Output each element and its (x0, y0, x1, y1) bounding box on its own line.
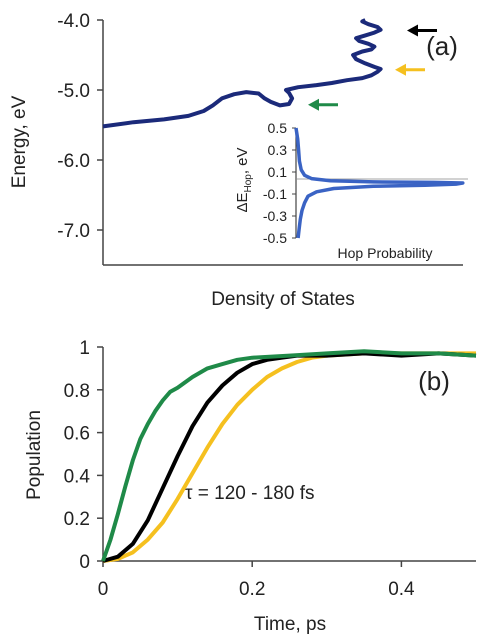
hop-probability-curve (294, 127, 465, 239)
panel-a-y-ticks: -4.0 -5.0 -6.0 -7.0 (57, 11, 103, 242)
tau-annotation: τ = 120 - 180 fs (185, 483, 315, 504)
panel-a-x-axis-label: Density of States (211, 289, 355, 310)
inset-y-axis-label: ΔEHop, eV (234, 147, 254, 212)
panel-b-y-ticks: 0 0.2 0.4 0.6 0.8 1 (64, 338, 103, 573)
panel-a-y-tick-label: -5.0 (57, 81, 90, 102)
panel-b-y-tick-label: 1 (79, 338, 90, 359)
panel-b-x-ticks: 0 0.2 0.4 (98, 561, 415, 600)
panel-b-label: (b) (418, 366, 450, 396)
panel-a-y-tick-label: -6.0 (57, 151, 90, 172)
panel-b-population: 0 0.2 0.4 0.6 0.8 1 0 0.2 0.4 Population Time, … (24, 338, 477, 635)
dos-curve (102, 18, 383, 129)
panel-a-y-axis-label: Energy, eV (9, 95, 30, 188)
inset-y-tick-label: 0.3 (268, 142, 288, 158)
inset-y-tick-label: 0.5 (268, 120, 288, 136)
inset-y-ticks: 0.5 0.3 0.1 -0.1 -0.3 -0.5 (263, 120, 296, 246)
inset-hop-probability: 0.5 0.3 0.1 -0.1 -0.3 -0.5 Hop Probability ΔE… (234, 120, 468, 261)
inset-y-tick-label: 0.1 (268, 164, 288, 180)
panel-b-y-tick-label: 0.8 (64, 381, 90, 402)
panel-a-density-of-states: -4.0 -5.0 -6.0 -7.0 Energy, eV Density of S… (9, 11, 463, 310)
energy-arrow-head (395, 63, 406, 76)
inset-y-tick-label: -0.3 (263, 208, 287, 224)
panel-b-y-tick-label: 0.6 (64, 424, 90, 445)
panel-b-x-tick-label: 0.4 (388, 579, 415, 600)
panel-b-y-tick-label: 0 (79, 552, 90, 573)
population-curve (102, 351, 477, 563)
panel-b-x-tick-label: 0.2 (239, 579, 265, 600)
inset-y-label-main: ΔE (234, 193, 251, 213)
inset-y-tick-label: -0.5 (263, 230, 287, 246)
panel-b-y-tick-label: 0.2 (64, 509, 90, 530)
panel-b-series (101, 349, 477, 563)
inset-y-label-subscript: Hop (243, 174, 254, 193)
panel-a-y-tick-label: -4.0 (57, 11, 90, 32)
inset-y-label-unit: , eV (234, 147, 251, 174)
panel-a-y-tick-label: -7.0 (57, 221, 90, 242)
panel-b-y-axis-label: Population (24, 410, 45, 500)
panel-b-x-tick-label: 0 (98, 579, 109, 600)
panel-b-y-tick-label: 0.4 (64, 466, 91, 487)
population-curve (101, 349, 477, 562)
energy-arrow-head (308, 98, 319, 111)
panel-a-label: (a) (426, 31, 458, 61)
inset-x-axis-label: Hop Probability (338, 245, 433, 261)
energy-arrow-head (407, 24, 418, 37)
panel-b-x-axis-label: Time, ps (254, 614, 326, 635)
inset-y-tick-label: -0.1 (263, 186, 287, 202)
panel-a-arrows (308, 24, 437, 111)
